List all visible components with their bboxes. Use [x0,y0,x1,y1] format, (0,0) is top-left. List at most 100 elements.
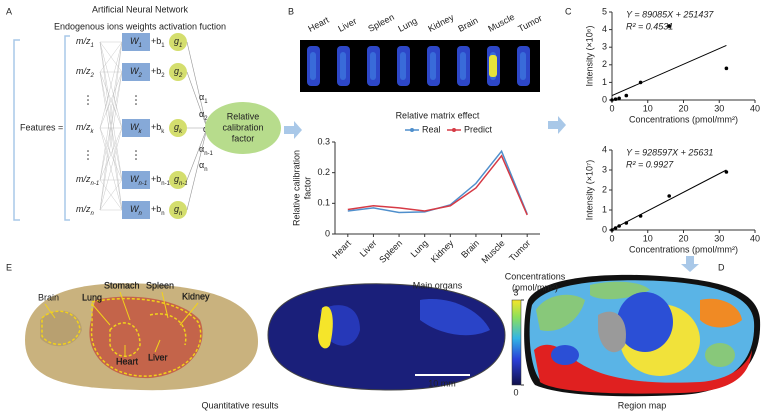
caption: Region map [618,400,667,410]
connection [99,41,123,211]
connection [99,127,123,181]
symbol: α [199,92,204,102]
x-tick-label: 20 [678,103,688,113]
arrow [548,116,566,134]
ellipsis-dot [87,103,89,105]
activation-node [169,201,187,219]
input-label: m/z1 [76,36,94,48]
activation-label: gk [174,122,183,134]
output-label: factor [232,133,255,143]
ellipsis-dot [87,99,89,101]
tissue-speckle [340,52,346,80]
activation-label: gn-1 [174,174,188,186]
symbol: g [174,36,179,46]
organ-label: Brain [38,292,59,302]
panel-label: D [718,262,725,272]
x-tick-label: Tumor [507,238,532,263]
weight-box [122,201,150,219]
panel-label: C [565,6,572,16]
alpha-label: αn [199,160,208,172]
x-tick-label: Lung [409,238,430,259]
subscript: k [179,129,183,135]
alpha-label: αn-1 [199,144,214,156]
ellipsis-dot [135,158,137,160]
bias-label: +b1 [151,36,165,48]
organ-label: Heart [116,356,139,366]
quantitative-image [267,283,506,391]
symbol: +b [151,36,161,46]
y-tick-label: 2 [602,59,607,69]
y-tick-label: 1 [602,204,607,214]
output-connection [186,71,208,129]
y-tick-label: 1 [602,77,607,87]
ellipsis-dot [135,150,137,152]
organ-image-label: Liver [336,16,358,34]
activation-label: gn [174,204,183,216]
organ-image-label: Lung [396,16,418,34]
symbol: W [130,174,140,184]
organ-label: Liver [148,352,168,362]
symbol: m/z [76,174,91,184]
symbol: +b [151,66,161,76]
subscript: n [161,211,164,217]
x-tick-label: 10 [643,233,653,243]
input-label: m/zk [76,122,95,134]
ellipsis-dot [87,158,89,160]
symbol: W [130,204,140,214]
data-point [667,24,671,28]
input-label: m/zn [76,204,95,216]
caption: Quantitative results [201,400,279,410]
colorbar-tick-label: 3 [513,287,518,297]
weight-label: W1 [130,36,142,48]
ellipsis-dot [87,150,89,152]
weight-label: W2 [130,66,143,78]
output-connection [186,127,208,211]
activation-node [169,171,187,189]
x-tick-label: 20 [678,233,688,243]
subscript: n [179,211,183,217]
network-title: Artificial Neural Network [92,4,189,14]
input-label: m/z2 [76,66,95,78]
symbol: m/z [76,36,91,46]
subscript: k [161,129,165,135]
data-point [613,97,618,101]
symbol: g [174,204,179,214]
legend-label: Predict [464,124,493,134]
y-tick-label: 0.1 [317,198,330,208]
subscript: n-1 [161,181,170,187]
r-squared: R² = 0.9927 [626,159,674,169]
subscript: n-1 [91,181,100,187]
tissue-speckle [400,52,406,80]
panel-label: B [288,6,294,16]
bracket [13,39,20,221]
subscript: 1 [204,99,208,105]
ellipsis-dot [135,154,137,156]
features-label: Features = [20,122,63,132]
symbol: g [174,174,179,184]
colorbar-tick-label: 0 [513,387,518,397]
subscript: n [91,211,95,217]
colorbar-title: Concentrations [505,271,566,281]
y-tick-label: 0.2 [317,167,330,177]
data-point [724,66,729,71]
x-tick-label: 0 [609,103,614,113]
connection [99,71,123,211]
fit-line [611,44,727,97]
ellipsis-dot [135,95,137,97]
x-tick-label: Liver [358,238,379,259]
input-label: m/zn-1 [76,174,99,186]
y-tick-label: 4 [602,24,607,34]
connection [99,41,123,181]
data-point [624,93,629,98]
organ-label: Kidney [182,291,210,301]
connection [99,71,123,129]
symbol: W [130,66,140,76]
symbol: m/z [76,204,91,214]
bracket [64,35,70,221]
x-tick-label: 0 [609,233,614,243]
organ-label: Spleen [146,280,174,290]
bias-label: +bk [151,122,165,134]
activation-node [169,33,187,51]
subscript: k [91,129,95,135]
chart-title: Relative matrix effect [396,110,480,120]
